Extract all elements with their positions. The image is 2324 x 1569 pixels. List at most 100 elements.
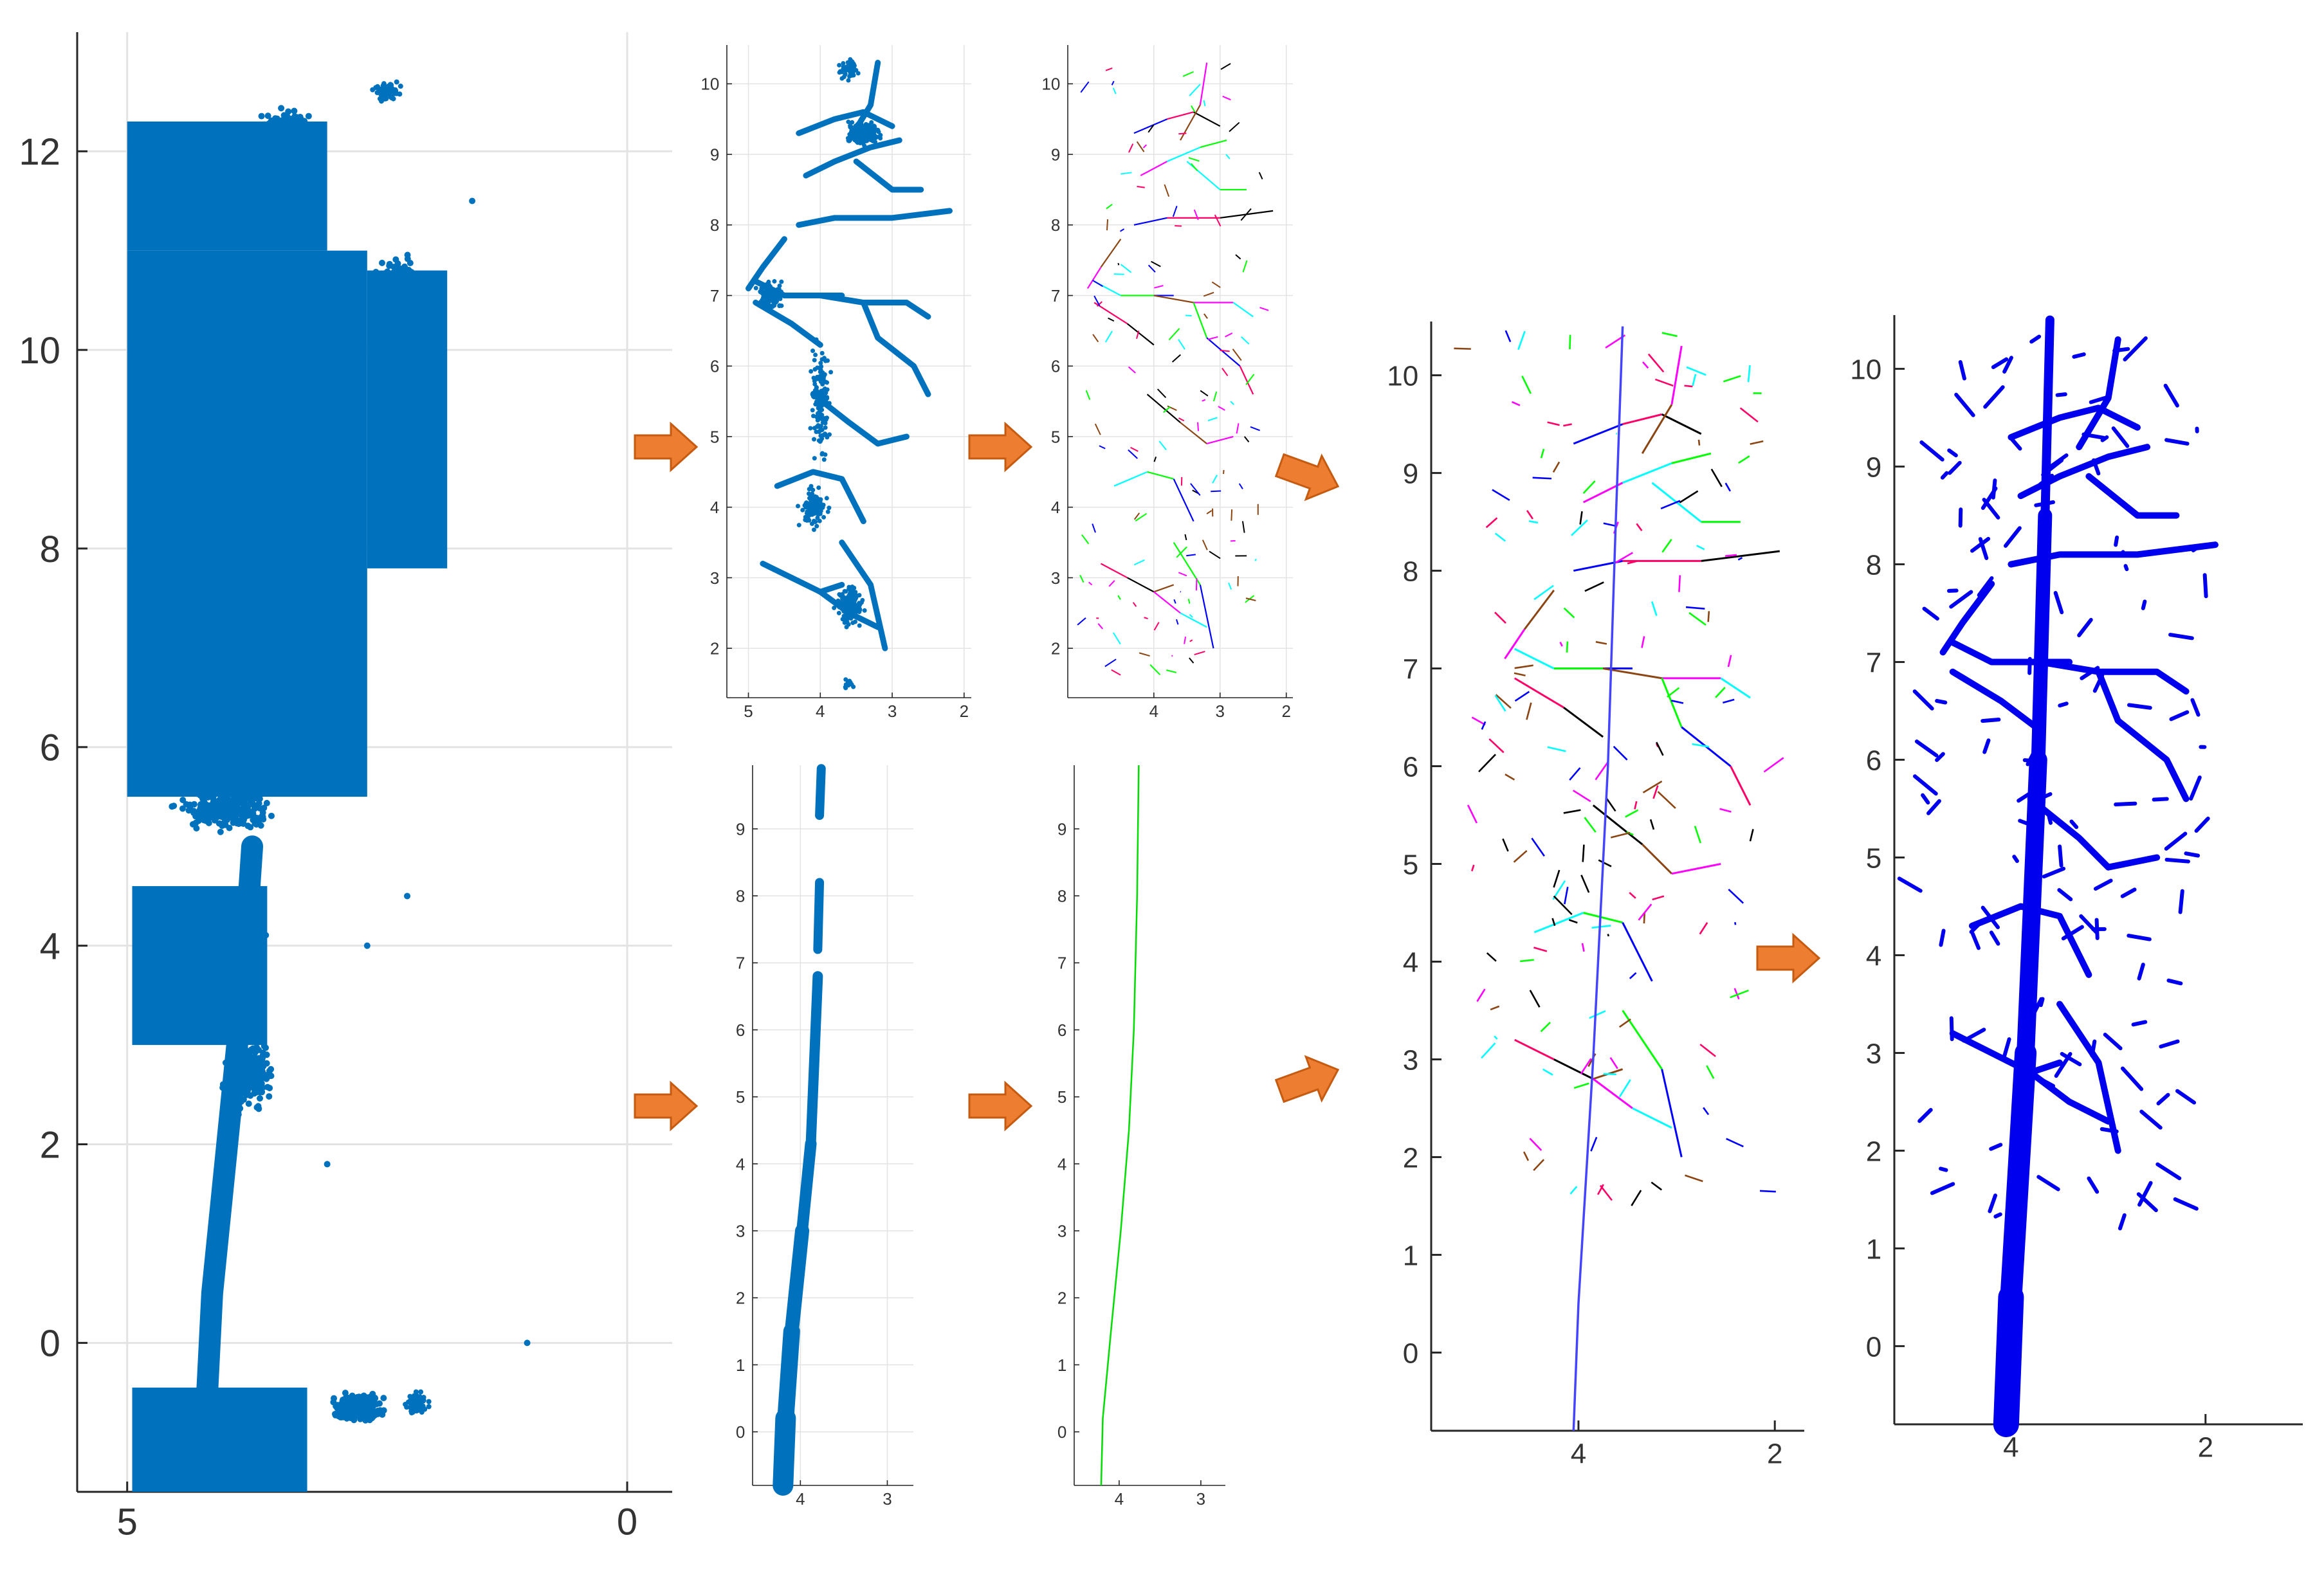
- skeleton-segment: [1723, 375, 1741, 383]
- y-tick-label: 8: [736, 887, 745, 906]
- point: [212, 805, 219, 812]
- point: [360, 1403, 367, 1410]
- point: [260, 816, 267, 823]
- y-tick-label: 2: [736, 1289, 745, 1308]
- skeleton-segment: [1163, 406, 1171, 413]
- skeleton-segment: [1130, 446, 1139, 452]
- point: [847, 604, 852, 609]
- point: [257, 1095, 264, 1102]
- skeleton-segment: [1167, 405, 1177, 412]
- skeleton-segment: [1531, 837, 1545, 857]
- skeleton-segment: [1189, 613, 1193, 618]
- point: [323, 367, 330, 374]
- point: [320, 453, 327, 460]
- point: [825, 396, 830, 401]
- point: [392, 256, 399, 263]
- point: [348, 363, 355, 370]
- skeleton-segment: [1699, 1044, 1716, 1057]
- point: [404, 893, 411, 900]
- skeleton-segment: [1120, 264, 1132, 273]
- y-tick-label: 0: [736, 1422, 745, 1442]
- skeleton-segment: [1199, 585, 1214, 649]
- point: [262, 932, 270, 939]
- point: [283, 116, 290, 123]
- point: [226, 946, 233, 953]
- point: [347, 349, 354, 356]
- point: [335, 342, 342, 349]
- point: [850, 614, 855, 619]
- point: [211, 817, 218, 824]
- point: [825, 403, 830, 408]
- point: [303, 462, 310, 469]
- point: [315, 432, 322, 439]
- point: [814, 496, 819, 502]
- skeleton-segment: [1106, 219, 1109, 231]
- skeleton-segment: [1563, 423, 1572, 427]
- point: [390, 264, 398, 271]
- skeleton-segment: [1533, 1159, 1545, 1171]
- skeleton-segment: [1517, 331, 1526, 350]
- point: [294, 647, 301, 654]
- point: [811, 527, 816, 532]
- point: [408, 269, 415, 276]
- skeleton-segment: [1734, 988, 1740, 1000]
- point: [334, 322, 341, 329]
- skeleton-segment: [1572, 790, 1591, 803]
- point: [298, 721, 305, 729]
- skeleton-segment: [1605, 797, 1616, 812]
- skeleton-segment: [1151, 260, 1161, 268]
- skeleton-segment: [1176, 546, 1187, 558]
- point: [215, 924, 222, 931]
- skeleton-segment: [1085, 390, 1091, 400]
- dense-points: [127, 250, 367, 797]
- branch-points-panel: 5 4 3 2 2 3 4 5 6 7 8 9 10: [700, 45, 971, 721]
- point: [850, 120, 855, 125]
- point: [284, 694, 291, 701]
- skeleton-segment: [1583, 912, 1623, 924]
- skeleton-segment: [1679, 490, 1699, 503]
- point: [264, 1084, 271, 1091]
- point: [813, 352, 818, 358]
- point: [291, 107, 298, 114]
- point: [201, 799, 208, 806]
- point: [336, 371, 343, 378]
- skeleton-segment: [1660, 500, 1681, 510]
- point: [796, 523, 801, 528]
- point: [827, 505, 832, 511]
- y-tick-label: 5: [710, 427, 719, 446]
- skeleton-segment: [1582, 844, 1585, 862]
- point: [304, 636, 311, 643]
- point: [376, 1407, 383, 1414]
- skeleton-segment: [1186, 554, 1196, 557]
- skeleton-segment: [1580, 875, 1590, 893]
- point: [266, 1093, 273, 1100]
- point: [389, 291, 396, 298]
- skeleton-segment: [1730, 989, 1749, 999]
- point: [303, 422, 310, 430]
- point: [325, 343, 332, 350]
- point: [338, 353, 345, 360]
- skeleton-segment: [1559, 642, 1563, 647]
- point: [307, 671, 314, 678]
- point: [271, 128, 279, 135]
- point: [333, 1402, 340, 1410]
- branch-cylinder: [1949, 668, 2044, 734]
- point: [300, 150, 307, 157]
- point: [211, 952, 218, 959]
- skeleton-segment: [1495, 694, 1512, 709]
- x-tick-label: 5: [744, 702, 753, 721]
- point: [328, 380, 335, 387]
- point: [354, 459, 361, 466]
- skeleton-segment: [1529, 990, 1541, 1008]
- point: [845, 136, 850, 141]
- point: [179, 805, 186, 812]
- branch-point-cluster: [803, 137, 902, 179]
- skeleton-segment: [1547, 421, 1560, 426]
- point: [762, 304, 767, 309]
- point: [358, 386, 365, 393]
- point: [263, 799, 270, 806]
- point: [368, 1413, 375, 1420]
- point: [814, 509, 819, 514]
